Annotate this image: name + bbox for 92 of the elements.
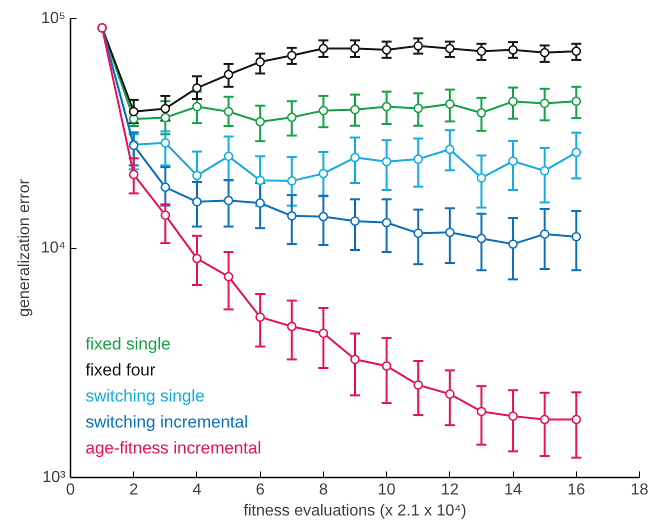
text: fixed four — [86, 360, 156, 380]
text: switching single — [86, 386, 205, 406]
y-tick-label: 10⁵ — [41, 10, 66, 27]
point — [445, 389, 455, 399]
point — [476, 406, 486, 416]
point — [224, 196, 234, 206]
point — [287, 112, 297, 122]
point — [476, 108, 486, 118]
point — [192, 197, 202, 207]
text: switching incremental — [86, 412, 248, 432]
point — [192, 170, 202, 180]
point — [508, 411, 518, 421]
point — [540, 229, 550, 239]
point — [224, 272, 234, 282]
text: fixed single — [86, 334, 171, 354]
x-tick-label: 18 — [630, 482, 648, 498]
x-axis-title: fitness evaluations (x 2.1 x 10⁴) — [244, 502, 466, 520]
point — [350, 44, 360, 54]
y-axis-title: generalization error — [16, 178, 33, 317]
y-tick-label: 10⁴ — [40, 240, 66, 256]
point — [572, 96, 582, 106]
point — [508, 96, 518, 106]
point — [445, 228, 455, 238]
point — [572, 414, 582, 424]
x-tick-label: 4 — [192, 482, 202, 498]
point — [160, 104, 170, 114]
point — [572, 232, 582, 242]
point — [350, 216, 360, 226]
point — [382, 361, 392, 371]
point — [540, 98, 550, 108]
point — [350, 152, 360, 162]
x-tick-label: 2 — [129, 482, 138, 498]
point — [572, 46, 582, 56]
point — [192, 254, 202, 264]
point — [476, 234, 486, 244]
point — [192, 83, 202, 93]
text: age-fitness incremental — [86, 438, 262, 458]
point — [318, 328, 328, 338]
point — [318, 168, 328, 178]
point — [318, 212, 328, 222]
point — [350, 354, 360, 364]
x-tick-label: 6 — [256, 482, 265, 498]
point — [287, 322, 297, 332]
point — [445, 44, 455, 54]
point — [255, 57, 265, 67]
point — [192, 102, 202, 112]
point — [382, 102, 392, 112]
point — [445, 144, 455, 154]
x-tick-label: 16 — [567, 482, 586, 498]
point — [350, 104, 360, 114]
point — [382, 156, 392, 166]
x-tick-label: 8 — [318, 482, 328, 498]
point — [160, 138, 170, 148]
point — [287, 211, 297, 221]
point — [445, 99, 455, 109]
x-tick-label: 12 — [440, 482, 459, 498]
point — [224, 70, 234, 80]
point — [413, 380, 423, 390]
x-tick-label: 0 — [66, 482, 76, 498]
point — [540, 48, 550, 58]
point — [413, 228, 423, 238]
point — [508, 239, 518, 249]
point — [255, 312, 265, 322]
point — [572, 148, 582, 158]
point — [318, 44, 328, 54]
point — [382, 218, 392, 228]
point — [540, 166, 550, 176]
x-tick-label: 10 — [378, 482, 396, 498]
point — [128, 170, 138, 180]
point — [413, 104, 423, 114]
point — [508, 45, 518, 55]
point — [382, 45, 392, 55]
point — [255, 198, 265, 208]
point — [224, 106, 234, 116]
point — [318, 106, 328, 116]
point — [476, 173, 486, 183]
point — [413, 154, 423, 164]
point — [287, 176, 297, 186]
point — [476, 46, 486, 56]
point — [540, 414, 550, 424]
point — [160, 182, 170, 192]
point — [255, 176, 265, 186]
point — [255, 116, 265, 126]
point — [128, 106, 138, 116]
y-tick-label: 10³ — [42, 469, 66, 486]
point — [508, 156, 518, 166]
point — [413, 41, 423, 51]
point — [160, 112, 170, 122]
x-tick-label: 14 — [504, 482, 522, 498]
point — [224, 152, 234, 162]
point — [160, 210, 170, 220]
point — [287, 50, 297, 60]
